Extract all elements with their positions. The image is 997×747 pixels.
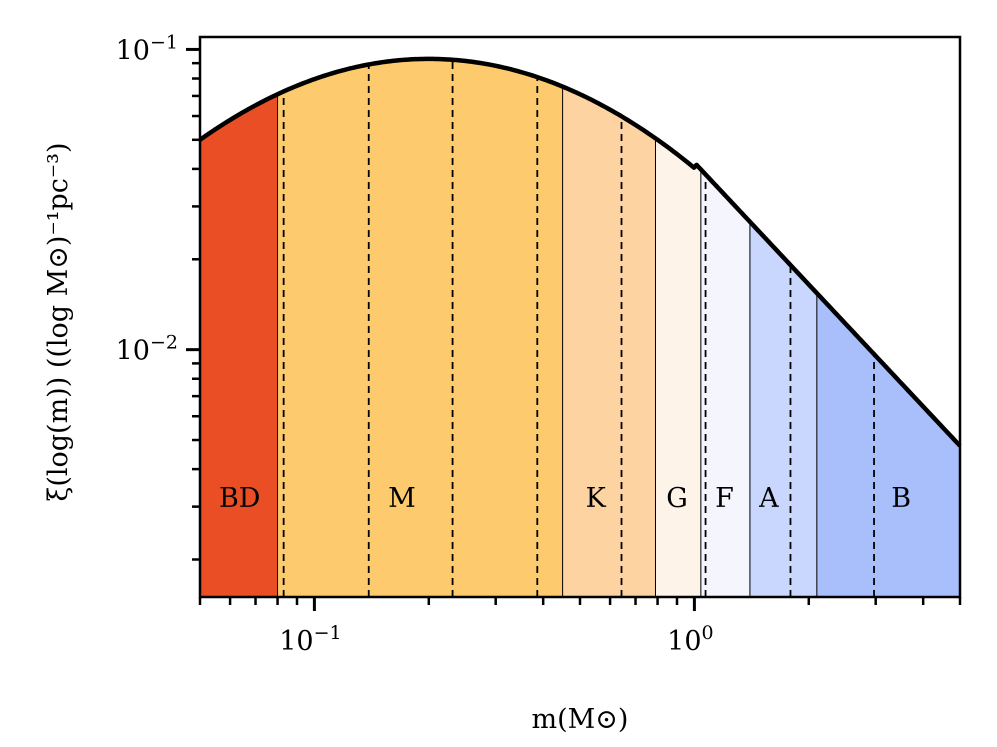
band-label-f: F (715, 483, 734, 514)
band-label-g: G (666, 483, 688, 514)
band-f (700, 169, 750, 597)
band-a (749, 221, 817, 597)
tick-label: 10−1 (116, 31, 178, 66)
band-b (816, 293, 960, 597)
tick-label: 10−1 (279, 622, 341, 657)
band-label-m: M (388, 483, 416, 514)
tick-label: 100 (667, 622, 713, 657)
band-label-a: A (758, 483, 779, 514)
band-label-k: K (586, 483, 607, 514)
band-m (277, 58, 563, 597)
band-g (655, 138, 701, 597)
axis-ticks (186, 47, 962, 611)
subtype-dashed-lines (282, 59, 875, 597)
tick-label: 10−2 (116, 332, 178, 367)
tick-labels: 10−1 100 10−1 10−2 (116, 31, 714, 657)
spectral-type-bands (200, 58, 960, 598)
band-label-bd: BD (219, 483, 261, 514)
band-label-b: B (891, 483, 911, 514)
band-bd (200, 94, 278, 598)
band-labels: BD M K G F A B (219, 483, 911, 514)
band-k (562, 86, 656, 597)
y-axis-label: ξ(log(m)) ((log M⊙)⁻¹pc⁻³) (43, 142, 74, 501)
imf-curve (198, 56, 962, 448)
x-axis-label: m(M⊙) (532, 704, 629, 735)
